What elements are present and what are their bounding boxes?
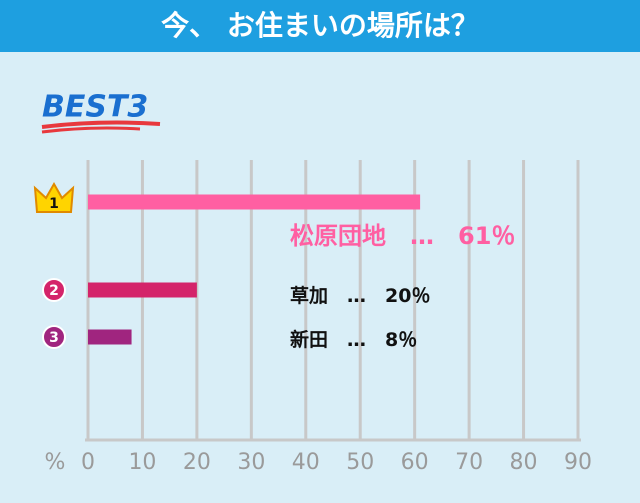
data-label: 松原団地 … 61％ [290, 222, 515, 250]
category-label: 草加 [290, 284, 328, 307]
x-tick-label: 50 [346, 450, 374, 475]
rank-label: 2 [49, 283, 59, 299]
header-band [0, 0, 640, 52]
header-title: 今、 お住まいの場所は？ [161, 9, 479, 42]
category-label: 松原団地 [290, 222, 386, 250]
bar [88, 329, 132, 345]
bar [88, 194, 421, 210]
x-tick-label: 60 [401, 450, 429, 475]
x-tick-label: 80 [510, 450, 538, 475]
x-tick-label: 70 [455, 450, 483, 475]
value-label: 8％ [385, 329, 417, 351]
x-axis-label: % [45, 450, 66, 475]
label-separator: … [347, 285, 366, 307]
x-tick-label: 30 [237, 450, 265, 475]
x-tick-label: 20 [183, 450, 211, 475]
badge-underline [41, 126, 141, 134]
category-label: 新田 [290, 328, 328, 351]
badge: BEST3 [42, 90, 148, 125]
x-tick-label: 90 [564, 450, 592, 475]
value-label: 61％ [458, 222, 515, 250]
data-label: 草加 … 20％ [290, 284, 430, 307]
x-tick-label: 0 [81, 450, 95, 475]
x-tick-label: 10 [128, 450, 156, 475]
rank-label: 3 [49, 330, 59, 346]
data-label: 新田 … 8％ [290, 328, 417, 351]
crown-icon [33, 181, 75, 213]
bar [88, 282, 197, 298]
value-label: 20％ [385, 285, 430, 307]
badge-underline [41, 120, 161, 129]
x-tick-label: 40 [292, 450, 320, 475]
label-separator: … [410, 222, 434, 250]
rank-label: 1 [49, 196, 59, 212]
rank-icon [42, 278, 66, 302]
label-separator: … [347, 329, 366, 351]
rank-icon [42, 325, 66, 349]
